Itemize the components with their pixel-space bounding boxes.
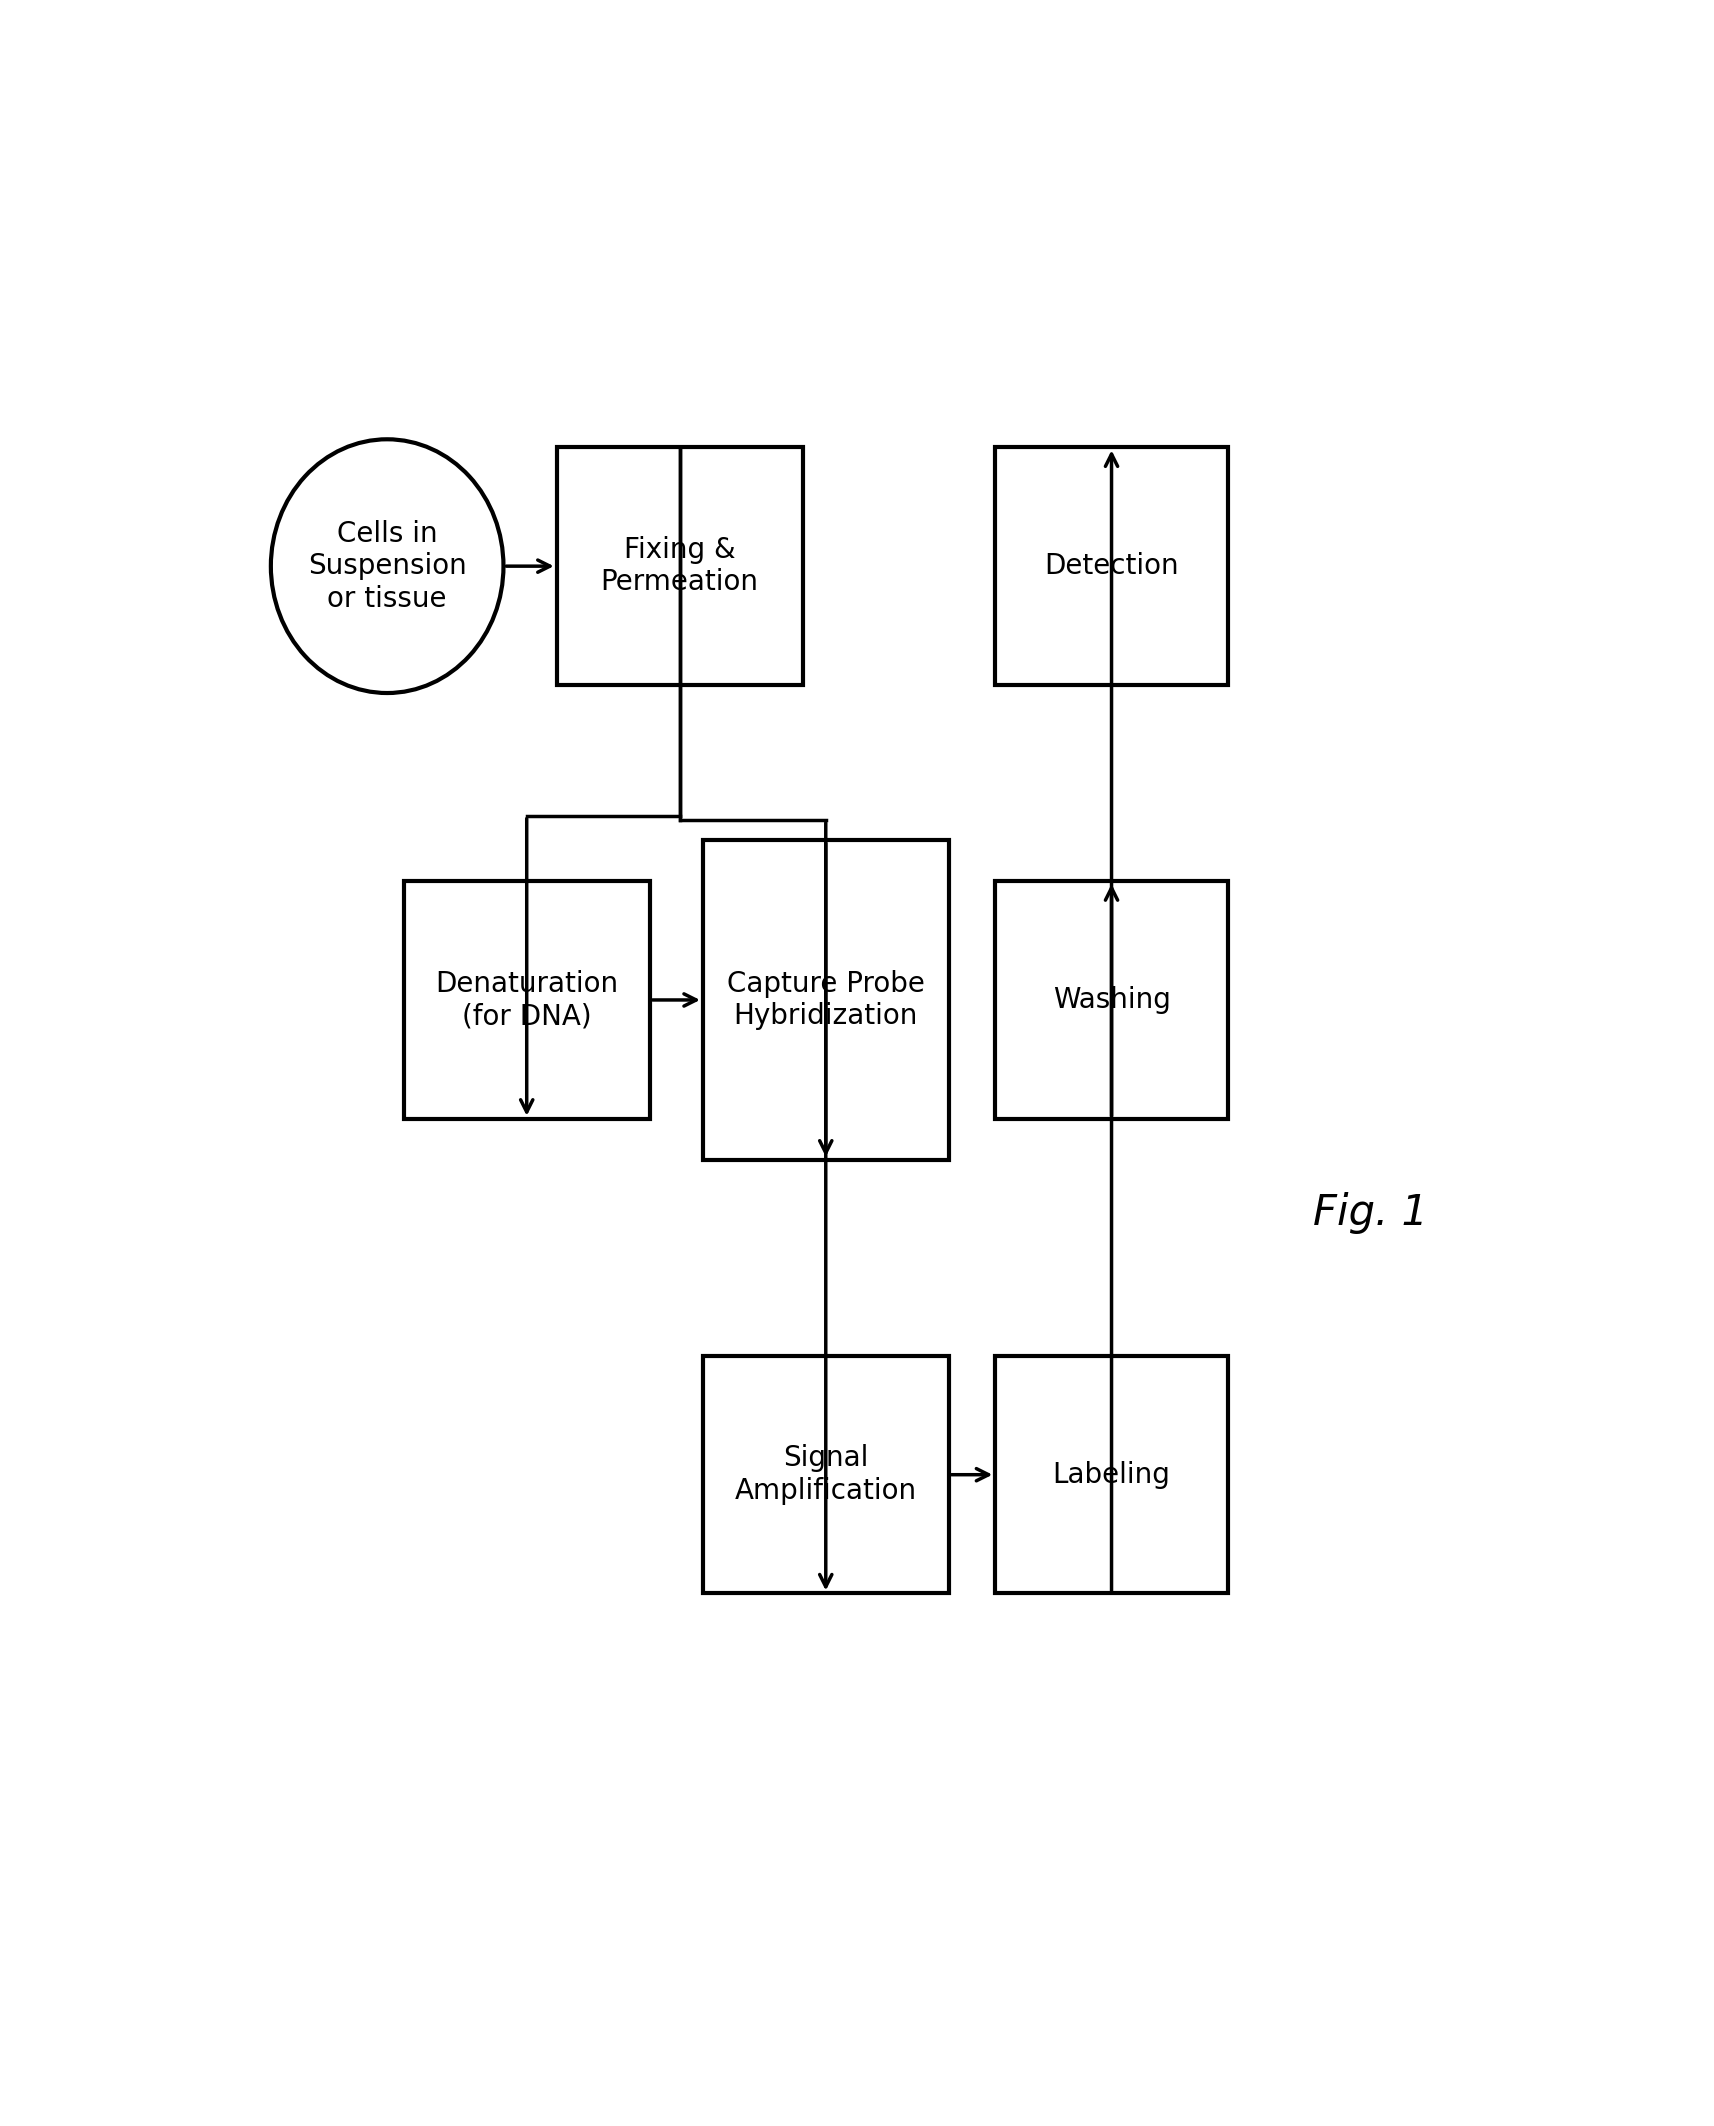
Bar bbox=[994, 882, 1227, 1118]
Text: Capture Probe
Hybridization: Capture Probe Hybridization bbox=[727, 969, 924, 1031]
Text: Detection: Detection bbox=[1044, 553, 1178, 580]
Bar bbox=[557, 446, 802, 685]
Bar bbox=[703, 1356, 948, 1592]
Text: Labeling: Labeling bbox=[1052, 1461, 1169, 1488]
Ellipse shape bbox=[271, 440, 504, 693]
Text: Washing: Washing bbox=[1052, 986, 1169, 1014]
Text: Denaturation
(for DNA): Denaturation (for DNA) bbox=[435, 969, 619, 1031]
Bar bbox=[994, 446, 1227, 685]
Text: Signal
Amplification: Signal Amplification bbox=[734, 1444, 917, 1505]
Text: Fixing &
Permeation: Fixing & Permeation bbox=[600, 536, 758, 597]
Bar bbox=[403, 882, 650, 1118]
Text: Fig. 1: Fig. 1 bbox=[1313, 1193, 1428, 1233]
Text: Cells in
Suspension
or tissue: Cells in Suspension or tissue bbox=[307, 519, 466, 612]
Bar bbox=[703, 840, 948, 1159]
Bar bbox=[994, 1356, 1227, 1592]
